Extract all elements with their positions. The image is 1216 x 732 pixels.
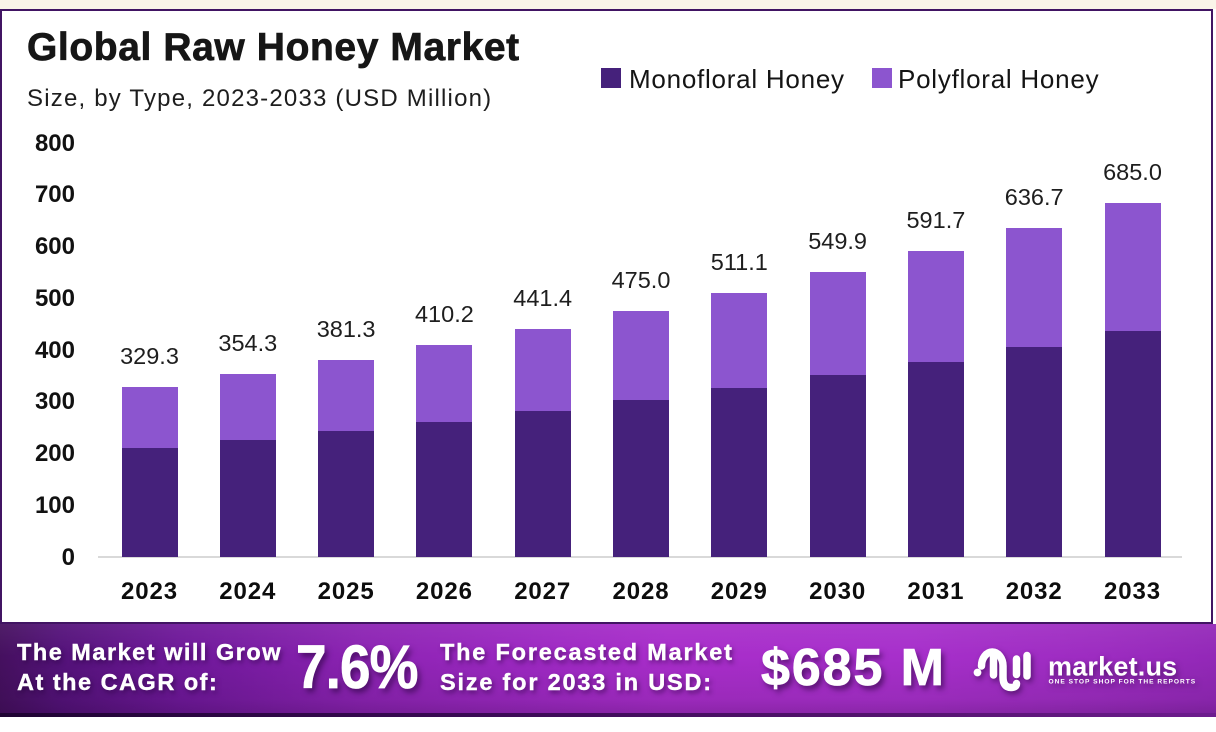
svg-text:ONE STOP SHOP FOR THE REPORTS: ONE STOP SHOP FOR THE REPORTS: [1049, 679, 1197, 686]
svg-text:market.us: market.us: [1048, 651, 1177, 681]
